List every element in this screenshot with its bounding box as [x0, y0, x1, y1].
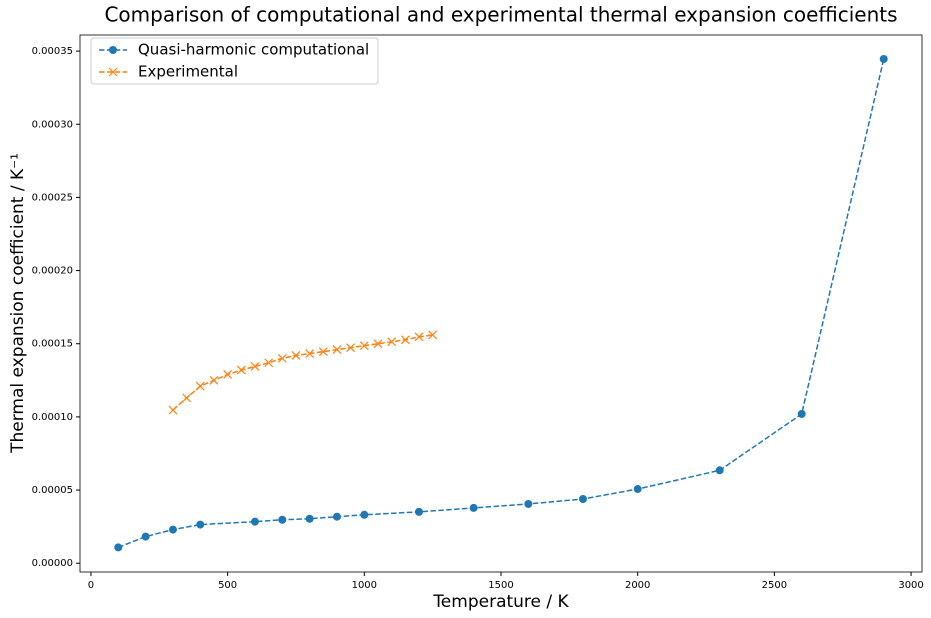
legend-label: Experimental	[138, 63, 238, 81]
marker	[264, 358, 274, 368]
y-axis-label: Thermal expansion coefficient / K⁻¹	[8, 153, 28, 454]
x-tick-label: 2000	[625, 580, 650, 591]
marker	[109, 46, 117, 54]
marker	[879, 54, 888, 63]
marker	[114, 543, 123, 552]
marker	[332, 512, 341, 521]
x-tick-label: 500	[218, 580, 237, 591]
marker	[414, 507, 423, 516]
marker	[469, 503, 478, 512]
x-tick-label: 1000	[352, 580, 377, 591]
chart-title: Comparison of computational and experime…	[104, 3, 897, 27]
marker	[195, 381, 205, 391]
y-tick-label: 0.00015	[32, 339, 73, 350]
marker	[236, 365, 246, 375]
legend-label: Quasi-harmonic computational	[138, 41, 369, 59]
marker	[373, 339, 383, 349]
marker	[250, 361, 260, 371]
marker	[141, 532, 150, 541]
x-tick-label: 1500	[488, 580, 513, 591]
y-tick-label: 0.00000	[32, 558, 73, 569]
marker	[108, 67, 118, 77]
marker	[715, 466, 724, 475]
y-tick-label: 0.00010	[32, 412, 73, 423]
x-tick-label: 3000	[898, 580, 923, 591]
marker	[346, 343, 356, 353]
marker	[387, 337, 397, 347]
marker	[168, 525, 177, 534]
marker	[250, 517, 259, 526]
marker	[524, 499, 533, 508]
marker	[291, 351, 301, 360]
marker	[360, 510, 369, 519]
x-tick-label: 2500	[762, 580, 787, 591]
marker	[196, 520, 205, 529]
marker	[209, 375, 219, 385]
marker	[305, 514, 314, 523]
series-line	[117, 58, 885, 549]
marker	[359, 341, 369, 351]
marker	[278, 515, 287, 524]
series-line	[172, 334, 433, 411]
marker	[332, 345, 342, 355]
marker	[182, 393, 192, 403]
legend: Quasi-harmonic computational Experimental	[90, 37, 379, 85]
marker	[400, 335, 410, 345]
legend-box	[90, 37, 379, 85]
marker	[223, 370, 233, 379]
marker	[797, 409, 806, 418]
marker	[318, 347, 328, 357]
x-axis-label: Temperature / K	[432, 592, 569, 612]
marker	[633, 485, 642, 494]
y-tick-label: 0.00035	[32, 46, 73, 57]
y-tick-label: 0.00025	[32, 192, 73, 203]
marker	[305, 349, 315, 358]
x-tick-label: 0	[88, 580, 94, 591]
marker	[277, 353, 287, 363]
marker	[579, 494, 588, 503]
marker	[168, 405, 178, 415]
y-tick-label: 0.00020	[32, 266, 73, 277]
marker	[414, 332, 424, 342]
marker	[428, 330, 438, 340]
y-tick-label: 0.00030	[32, 119, 73, 130]
y-tick-label: 0.00005	[32, 485, 73, 496]
plot-frame	[79, 34, 923, 573]
